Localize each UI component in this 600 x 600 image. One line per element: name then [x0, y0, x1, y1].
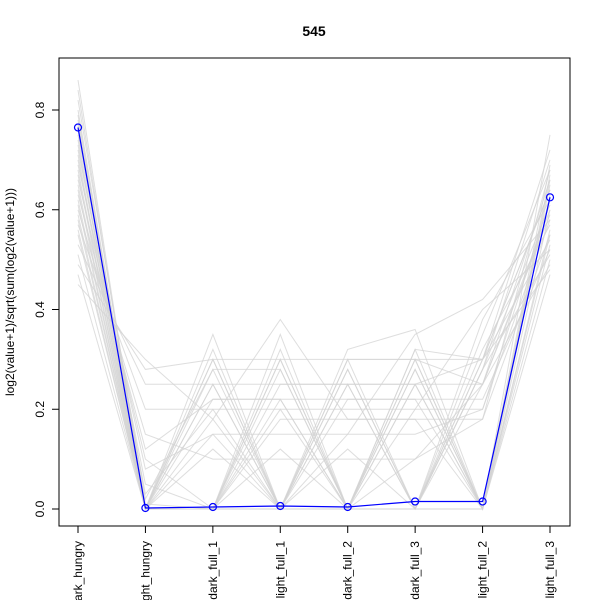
background-series-line [77, 219, 551, 511]
series-point [73, 123, 83, 132]
background-series-line [77, 169, 551, 420]
background-series-line [77, 199, 551, 511]
background-series-line [77, 224, 551, 410]
y-tick-label: 0.0 [33, 500, 47, 517]
y-tick-label: 0.2 [33, 401, 47, 418]
y-axis-label: log2(value+1)/sqrt(sum(log2(value+1))) [3, 188, 17, 396]
chart-title: 545 [302, 23, 326, 39]
series-point [276, 501, 285, 511]
series-point [411, 497, 420, 506]
y-tick-label: 0.8 [33, 101, 47, 118]
series-point [343, 502, 352, 512]
background-series-group [77, 80, 551, 511]
x-tick-label: light_full_2 [476, 541, 490, 599]
x-tick-label: dark_full_2 [341, 541, 355, 600]
series-point [141, 503, 150, 513]
series-point [208, 502, 217, 512]
background-series-line [77, 179, 551, 511]
background-series-line [77, 194, 551, 450]
highlight-series-group [73, 123, 555, 513]
x-tick-label: dark_full_1 [206, 541, 220, 600]
x-tick-label: light_full_1 [273, 541, 287, 599]
x-tick-label: dark_full_3 [408, 541, 422, 600]
x-tick-label: ght_hungry [138, 541, 152, 600]
series-point [545, 193, 555, 202]
y-tick-label: 0.4 [33, 301, 47, 318]
background-series-line [77, 219, 551, 511]
x-tick-label: light_full_3 [543, 541, 557, 599]
background-series-line [77, 209, 551, 385]
background-series-line [77, 189, 551, 370]
plot-frame [58, 57, 571, 527]
series-line [77, 127, 551, 509]
background-series-line [77, 209, 551, 460]
series-point [478, 497, 487, 506]
y-tick-label: 0.6 [33, 201, 47, 218]
x-tick-label: ark_hungry [71, 541, 85, 600]
